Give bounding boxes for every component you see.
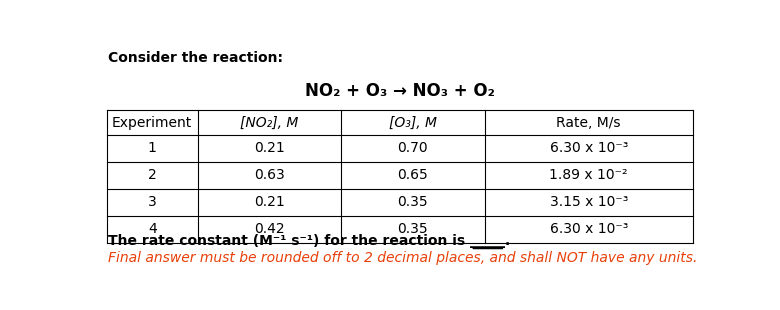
Text: 0.42: 0.42 xyxy=(254,222,285,236)
Text: 0.35: 0.35 xyxy=(398,195,428,209)
Text: [O₃], M: [O₃], M xyxy=(389,116,437,130)
Text: 2: 2 xyxy=(148,168,157,182)
Text: 6.30 x 10⁻³: 6.30 x 10⁻³ xyxy=(550,222,628,236)
Text: 0.35: 0.35 xyxy=(398,222,428,236)
Text: 0.21: 0.21 xyxy=(254,195,285,209)
Text: 3: 3 xyxy=(148,195,157,209)
Text: Final answer must be rounded off to 2 decimal places, and shall NOT have any uni: Final answer must be rounded off to 2 de… xyxy=(108,251,698,265)
Text: 0.63: 0.63 xyxy=(254,168,285,182)
Text: 6.30 x 10⁻³: 6.30 x 10⁻³ xyxy=(550,141,628,155)
Text: 0.21: 0.21 xyxy=(254,141,285,155)
Text: 0.70: 0.70 xyxy=(398,141,428,155)
Text: 4: 4 xyxy=(148,222,157,236)
Text: 3.15 x 10⁻³: 3.15 x 10⁻³ xyxy=(550,195,628,209)
Text: The rate constant (M⁻¹ s⁻¹) for the reaction is _____.: The rate constant (M⁻¹ s⁻¹) for the reac… xyxy=(108,233,511,248)
Text: 0.65: 0.65 xyxy=(398,168,428,182)
Text: Experiment: Experiment xyxy=(112,116,193,130)
Text: Rate, M/s: Rate, M/s xyxy=(556,116,621,130)
Text: [NO₂], M: [NO₂], M xyxy=(240,116,299,130)
Text: Consider the reaction:: Consider the reaction: xyxy=(108,51,283,65)
Text: 1: 1 xyxy=(147,141,157,155)
Text: 1.89 x 10⁻²: 1.89 x 10⁻² xyxy=(549,168,628,182)
Text: NO₂ + O₃ → NO₃ + O₂: NO₂ + O₃ → NO₃ + O₂ xyxy=(305,82,495,100)
